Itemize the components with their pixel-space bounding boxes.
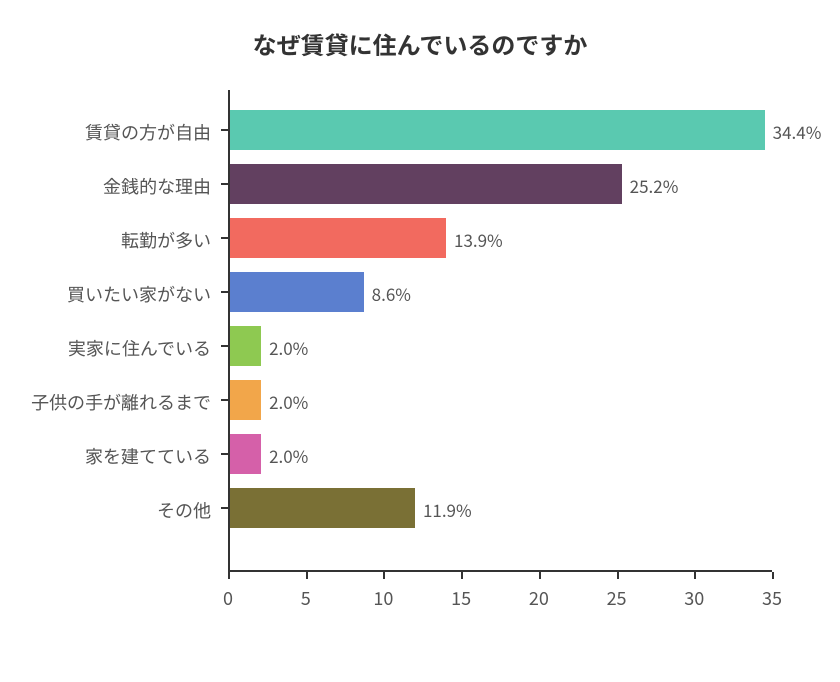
value-label: 2.0% (269, 335, 308, 360)
y-tick-mark (221, 345, 228, 347)
x-axis-line (228, 570, 772, 572)
category-label: 転勤が多い (121, 227, 211, 253)
x-tick-mark (383, 572, 385, 579)
x-tick-mark (306, 572, 308, 579)
x-tick-label: 20 (514, 585, 564, 611)
x-tick-mark (228, 572, 230, 579)
y-tick-mark (221, 129, 228, 131)
x-tick-label: 10 (358, 585, 408, 611)
bar (230, 434, 261, 474)
x-tick-label: 30 (669, 585, 719, 611)
y-tick-mark (221, 453, 228, 455)
x-tick-label: 5 (281, 585, 331, 611)
x-tick-mark (694, 572, 696, 579)
x-tick-mark (617, 572, 619, 579)
y-tick-mark (221, 237, 228, 239)
bar (230, 110, 765, 150)
x-tick-mark (461, 572, 463, 579)
category-label: その他 (157, 497, 211, 523)
value-label: 11.9% (423, 497, 472, 522)
x-tick-label: 0 (203, 585, 253, 611)
bar (230, 380, 261, 420)
chart-title: なぜ賃貸に住んでいるのですか (0, 26, 840, 61)
category-label: 子供の手が離れるまで (31, 389, 211, 415)
value-label: 8.6% (372, 281, 411, 306)
value-label: 13.9% (454, 227, 503, 252)
category-label: 賃貸の方が自由 (85, 119, 211, 145)
x-tick-label: 35 (747, 585, 797, 611)
category-label: 金銭的な理由 (103, 173, 211, 199)
bar (230, 326, 261, 366)
y-tick-mark (221, 507, 228, 509)
x-tick-mark (539, 572, 541, 579)
value-label: 34.4% (773, 119, 822, 144)
value-label: 2.0% (269, 389, 308, 414)
y-tick-mark (221, 291, 228, 293)
bar (230, 488, 415, 528)
y-tick-mark (221, 183, 228, 185)
bar (230, 164, 622, 204)
x-tick-mark (772, 572, 774, 579)
value-label: 2.0% (269, 443, 308, 468)
y-tick-mark (221, 399, 228, 401)
category-label: 家を建てている (85, 443, 211, 469)
bar (230, 272, 364, 312)
chart-container: なぜ賃貸に住んでいるのですか 05101520253035賃貸の方が自由34.4… (0, 0, 840, 682)
category-label: 実家に住んでいる (68, 335, 211, 361)
value-label: 25.2% (630, 173, 679, 198)
x-tick-label: 25 (592, 585, 642, 611)
x-tick-label: 15 (436, 585, 486, 611)
bar (230, 218, 446, 258)
category-label: 買いたい家がない (67, 281, 211, 307)
plot-area: 05101520253035賃貸の方が自由34.4%金銭的な理由25.2%転勤が… (228, 90, 772, 572)
